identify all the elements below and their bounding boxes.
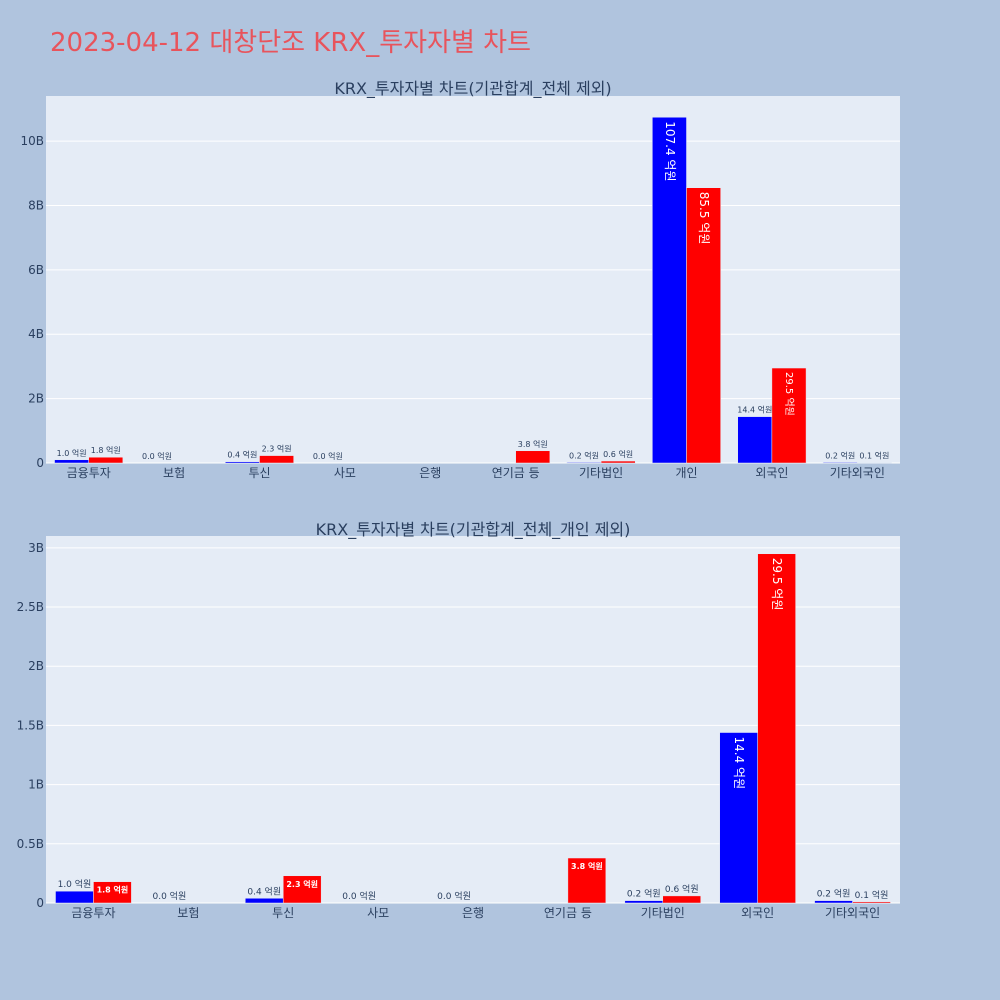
bar (225, 461, 260, 464)
bar (624, 900, 664, 904)
bar (515, 450, 551, 464)
x-tick-label: 사모 (334, 466, 356, 480)
bar-value-label: 2.3 억원 (262, 444, 292, 454)
y-tick-label: 0.5B (17, 837, 44, 851)
bar-value-label: 29.5 억원 (783, 372, 795, 416)
y-tick-label: 1.5B (17, 718, 44, 732)
bar (93, 881, 132, 904)
bar (566, 462, 602, 464)
bar-value-label: 0.2 억원 (627, 888, 661, 900)
x-tick-label: 연기금 등 (544, 906, 592, 920)
bar-value-label: 0.0 억원 (142, 451, 172, 461)
bar (757, 553, 796, 904)
x-tick-label: 금융투자 (71, 906, 115, 920)
bar-value-label: 29.5 억원 (770, 558, 784, 611)
bar-value-label: 3.8 억원 (571, 861, 603, 871)
bar (771, 367, 807, 464)
bar-value-label: 0.4 억원 (227, 450, 257, 460)
bar-value-label: 14.4 억원 (732, 737, 746, 790)
bar (567, 857, 607, 904)
bar (737, 416, 773, 464)
x-tick-label: 사모 (367, 906, 389, 920)
x-tick-label: 외국인 (741, 906, 774, 920)
y-tick-label: 8B (28, 198, 44, 212)
bar-value-label: 1.0 억원 (58, 878, 92, 890)
x-tick-label: 기타법인 (641, 906, 685, 920)
bar (600, 460, 636, 464)
y-tick-label: 6B (28, 263, 44, 277)
y-tick-label: 2B (28, 392, 44, 406)
bar-value-label: 107.4 억원 (663, 121, 677, 181)
bar-value-label: 0.1 억원 (859, 451, 889, 461)
y-tick-label: 2.5B (17, 600, 44, 614)
bar-value-label: 0.6 억원 (665, 883, 699, 895)
bar-value-label: 1.8 억원 (91, 445, 121, 455)
bar-value-label: 0.2 억원 (569, 450, 599, 460)
bar-value-label: 0.1 억원 (855, 889, 889, 901)
x-tick-label: 외국인 (755, 466, 788, 480)
x-tick-label: 투신 (248, 466, 270, 480)
bar-value-label: 0.2 억원 (825, 450, 855, 460)
bar (652, 116, 687, 464)
x-tick-label: 투신 (272, 906, 294, 920)
x-tick-label: 기타외국인 (825, 906, 880, 920)
bar-value-label: 1.0 억원 (57, 448, 87, 458)
bar (55, 890, 94, 904)
x-tick-label: 개인 (675, 466, 697, 480)
plot-area (46, 96, 900, 463)
bar-value-label: 0.6 억원 (603, 449, 633, 459)
bar-value-label: 1.8 억원 (97, 885, 129, 895)
top-chart-panel: 0 2B 4B 6B 8B 10B KRX_투자자별 차트(기관합계_전체 제외) 금융투자 1… (20, 79, 900, 480)
bar-value-label: 0.0 억원 (342, 890, 376, 902)
bar-value-label: 85.5 억원 (697, 192, 711, 245)
y-tick-label: 10B (20, 134, 44, 148)
y-tick-label: 2B (28, 659, 44, 673)
y-tick-label: 4B (28, 327, 44, 341)
x-tick-label: 금융투자 (67, 466, 111, 480)
bar-value-label: 0.2 억원 (817, 888, 851, 900)
bar (259, 455, 294, 464)
bar (88, 456, 124, 464)
x-tick-label: 보험 (163, 466, 185, 480)
y-tick-label: 0 (36, 456, 44, 470)
x-tick-label: 기타외국인 (830, 466, 885, 480)
bottom-chart-panel: 0 0.5B 1B 1.5B 2B 2.5B 3B KRX_투자자별 차트(기관합계_전체_개… (17, 520, 900, 920)
bar (245, 898, 284, 904)
chart-title: KRX_투자자별 차트(기관합계_전체 제외) (334, 79, 611, 99)
x-tick-label: 연기금 등 (492, 466, 540, 480)
bar (282, 875, 322, 904)
x-tick-label: 은행 (419, 465, 441, 480)
x-tick-label: 기타법인 (579, 466, 623, 480)
page-title: 2023-04-12 대창단조 KRX_투자자별 차트 (50, 28, 532, 58)
bar (719, 732, 758, 904)
bar-value-label: 3.8 억원 (518, 439, 548, 449)
bar-value-label: 2.3 억원 (286, 879, 318, 889)
bar-value-label: 0.0 억원 (437, 890, 471, 902)
chart-title: KRX_투자자별 차트(기관합계_전체_개인 제외) (316, 520, 631, 540)
y-tick-label: 3B (28, 541, 44, 555)
bar (686, 187, 721, 464)
y-tick-label: 0 (36, 896, 44, 910)
bar-value-label: 14.4 억원 (737, 405, 772, 415)
bar (814, 900, 853, 904)
bar-value-label: 0.0 억원 (152, 890, 186, 902)
bar (852, 901, 891, 904)
bar (822, 462, 858, 464)
bar-value-label: 0.4 억원 (247, 885, 281, 897)
y-tick-label: 1B (28, 778, 44, 792)
x-tick-label: 은행 (462, 905, 484, 920)
x-tick-label: 보험 (177, 906, 199, 920)
bar-value-label: 0.0 억원 (313, 451, 343, 461)
bar (662, 895, 701, 904)
bar (54, 459, 89, 464)
